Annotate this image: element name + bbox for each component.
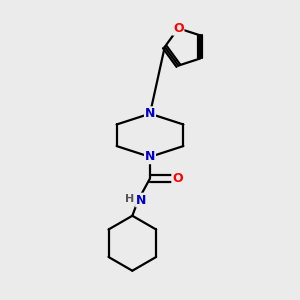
Text: O: O: [172, 172, 183, 185]
Text: O: O: [173, 22, 184, 35]
Text: N: N: [145, 107, 155, 120]
Text: H: H: [125, 194, 134, 204]
Text: N: N: [145, 150, 155, 164]
Text: N: N: [136, 194, 146, 207]
